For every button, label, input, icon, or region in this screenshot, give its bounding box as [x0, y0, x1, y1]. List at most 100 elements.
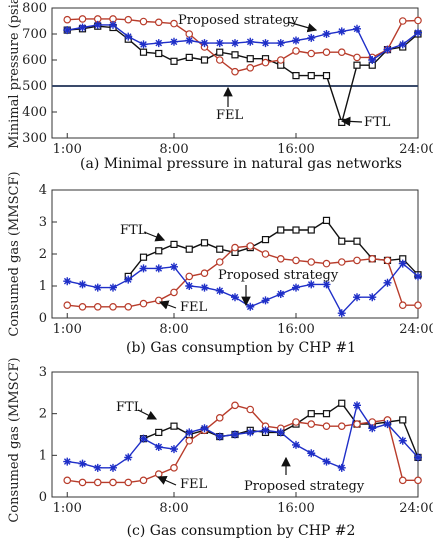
y-tick-label: 800: [22, 1, 47, 16]
data-point: [231, 39, 239, 48]
chart-panel-2: 0 1 2 3 4 1:00 8:00 16:00 24:00 FTL Proposed strat…: [7, 171, 433, 356]
data-point: [109, 463, 117, 472]
data-point: [307, 410, 315, 418]
data-point: [307, 226, 315, 234]
data-point: [307, 449, 316, 458]
data-point: [78, 302, 87, 311]
y-tick-label: 4: [39, 183, 47, 198]
series-fel: [63, 242, 422, 311]
data-point: [93, 20, 102, 29]
data-point: [109, 302, 117, 311]
data-point: [231, 243, 239, 252]
annotation-arrow: [287, 21, 318, 33]
data-point: [93, 283, 102, 292]
data-point: [353, 24, 361, 33]
data-point: [261, 58, 270, 67]
data-point: [124, 32, 133, 41]
data-point: [322, 30, 331, 38]
data-point: [215, 414, 224, 422]
data-point: [353, 401, 361, 410]
x-tick-label: 24:00: [399, 501, 433, 516]
data-point: [322, 280, 331, 289]
data-point: [292, 256, 300, 265]
data-point: [124, 302, 133, 311]
data-point: [398, 17, 407, 25]
data-point: [246, 55, 254, 63]
data-point: [353, 53, 361, 62]
data-point: [215, 56, 224, 64]
data-point: [185, 245, 193, 253]
data-point: [383, 256, 392, 265]
data-point: [292, 418, 300, 426]
data-point: [200, 269, 209, 278]
annotation-label: Proposed strategy: [178, 13, 299, 28]
annotation-label: FTL: [120, 223, 147, 238]
data-point: [322, 216, 331, 224]
data-point: [139, 17, 148, 26]
data-point: [154, 18, 163, 27]
plot-frame: [51, 7, 419, 139]
data-point: [78, 23, 87, 32]
data-point: [307, 420, 316, 428]
data-point: [170, 37, 178, 46]
data-point: [353, 420, 361, 428]
panel-caption: (a) Minimal pressure in natural gas netw…: [80, 156, 402, 172]
data-point: [200, 56, 209, 64]
data-point: [246, 37, 255, 46]
data-point: [292, 440, 300, 449]
data-point: [337, 309, 346, 318]
data-point: [261, 296, 270, 305]
y-tick-label: 1: [39, 448, 47, 463]
data-point: [414, 476, 422, 485]
data-point: [154, 443, 163, 451]
data-point: [139, 299, 148, 308]
data-point: [124, 15, 133, 24]
data-point: [368, 424, 377, 433]
data-point: [292, 36, 300, 45]
data-point: [93, 463, 102, 472]
panel-caption: (c) Gas consumption by CHP #2: [127, 523, 356, 539]
data-point: [383, 420, 392, 429]
y-axis-label: Minimal pressure (psia): [7, 0, 22, 149]
data-point: [139, 253, 148, 261]
data-point: [231, 293, 239, 302]
data-point: [200, 424, 209, 433]
data-point: [307, 71, 315, 80]
data-point: [109, 478, 117, 487]
annotation-label: FTL: [364, 115, 391, 130]
data-point: [246, 302, 255, 311]
chart-panel-3: 0 1 2 3 1:00 8:00 16:00 24:00 FTL FEL Proposed str…: [7, 357, 433, 539]
plot-frame: [51, 371, 419, 498]
data-point: [139, 434, 148, 443]
data-point: [261, 236, 270, 244]
data-point: [231, 430, 239, 439]
data-point: [322, 457, 331, 466]
data-point: [398, 476, 407, 485]
data-point: [307, 280, 316, 289]
data-point: [200, 39, 209, 48]
data-point: [185, 36, 194, 45]
annotation-label: Proposed strategy: [244, 479, 365, 494]
y-tick-label: 700: [22, 27, 47, 42]
data-point: [200, 283, 209, 292]
data-point: [261, 39, 270, 48]
data-point: [109, 283, 117, 292]
data-point: [276, 39, 285, 48]
data-point: [216, 48, 224, 56]
data-point: [322, 422, 331, 430]
data-point: [139, 48, 148, 56]
data-point: [185, 272, 194, 281]
data-point: [170, 262, 178, 271]
data-point: [337, 463, 346, 472]
data-point: [261, 426, 270, 435]
x-tick-label: 16:00: [277, 322, 314, 337]
data-point: [276, 290, 285, 298]
data-point: [292, 283, 300, 292]
data-point: [231, 401, 239, 410]
data-point: [124, 478, 133, 487]
annotation-label: FEL: [180, 300, 208, 315]
x-tick-label: 16:00: [277, 142, 314, 157]
y-tick-label: 2: [39, 247, 47, 262]
data-point: [337, 48, 346, 57]
data-point: [63, 476, 72, 485]
